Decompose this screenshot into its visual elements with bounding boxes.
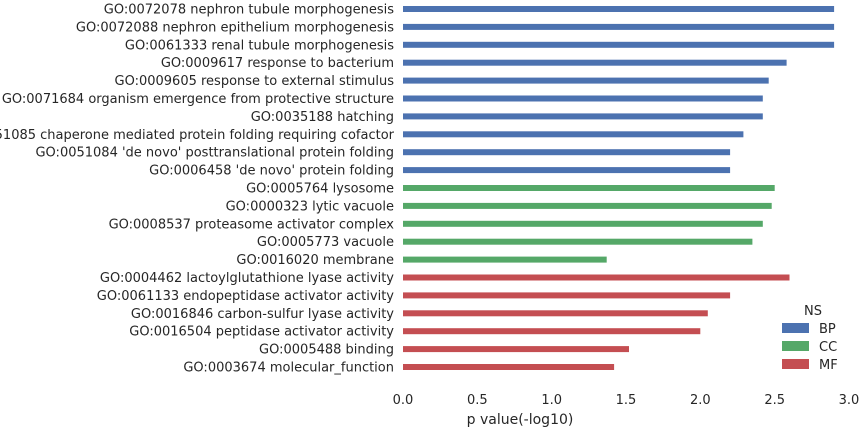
y-tick-label: GO:0003674 molecular_function [183,361,394,376]
y-tick-label: GO:0051084 'de novo' posttranslational p… [35,146,394,161]
legend-label: CC [819,340,837,355]
y-tick-label: GO:0009617 response to bacterium [161,56,394,71]
x-tick-label: 1.0 [541,393,562,408]
bars [403,6,835,370]
bar [403,220,763,227]
bar [403,113,763,120]
legend-entries: BP CC MF [782,322,838,373]
y-tick-label: GO:0004462 lactoylglutathione lyase acti… [100,271,394,286]
legend: NS BP CC MF [782,304,838,373]
y-tick-labels: GO:0072078 nephron tubule morphogenesis G… [0,3,395,376]
y-tick-label: GO:0035188 hatching [251,110,394,125]
x-tick-label: 2.5 [764,393,785,408]
y-tick-label: GO:0072088 nephron epithelium morphogene… [76,20,394,35]
x-tick-label: 1.5 [616,393,637,408]
bar [403,95,763,102]
bar [403,292,731,299]
y-tick-label: GO:0071684 organism emergence from prote… [2,92,394,107]
bar [403,149,731,156]
x-tick-label: 0.0 [393,393,414,408]
bar [403,256,607,263]
bar [403,167,731,174]
bar [403,274,790,281]
bar [403,6,835,12]
bar [403,131,744,138]
legend-swatch [782,323,809,333]
y-tick-label: GO:0008537 proteasome activator complex [109,217,395,232]
legend-title: NS [804,304,822,319]
bar [403,328,701,335]
y-tick-label: GO:0005764 lysosome [246,182,394,197]
y-tick-label: GO:0051085 chaperone mediated protein fo… [0,128,395,143]
bar [403,310,708,317]
x-tick-labels: 0.0 0.5 1.0 1.5 2.0 2.5 3.0 [393,393,860,408]
bar [403,59,787,66]
bar [403,41,835,48]
y-tick-label: GO:0005773 vacuole [257,235,394,250]
y-tick-label: GO:0000323 lytic vacuole [226,199,394,214]
y-tick-label: GO:0016020 membrane [236,253,394,268]
legend-label: BP [819,322,836,337]
y-tick-label: GO:0005488 binding [259,343,394,358]
x-tick-label: 3.0 [839,393,860,408]
x-tick-label: 2.0 [690,393,711,408]
x-axis-label: p value(-log10) [467,412,574,428]
legend-label: MF [819,358,838,373]
bar [403,364,615,370]
y-tick-label: GO:0061333 renal tubule morphogenesis [125,38,394,53]
y-tick-label: GO:0016846 carbon-sulfur lyase activity [131,307,394,322]
y-tick-label: GO:0061133 endopeptidase activator activ… [97,289,394,304]
bar [403,238,753,245]
bar [403,23,835,30]
x-tick-label: 0.5 [467,393,488,408]
legend-swatch [782,359,809,369]
y-tick-label: GO:0006458 'de novo' protein folding [149,164,394,179]
legend-swatch [782,341,809,351]
y-tick-label: GO:0009605 response to external stimulus [115,74,395,89]
y-tick-label: GO:0072078 nephron tubule morphogenesis [104,3,394,18]
y-tick-label: GO:0016504 peptidase activator activity [129,325,394,340]
bar [403,77,769,84]
bar [403,185,775,191]
bar [403,346,629,353]
bar [403,202,772,209]
